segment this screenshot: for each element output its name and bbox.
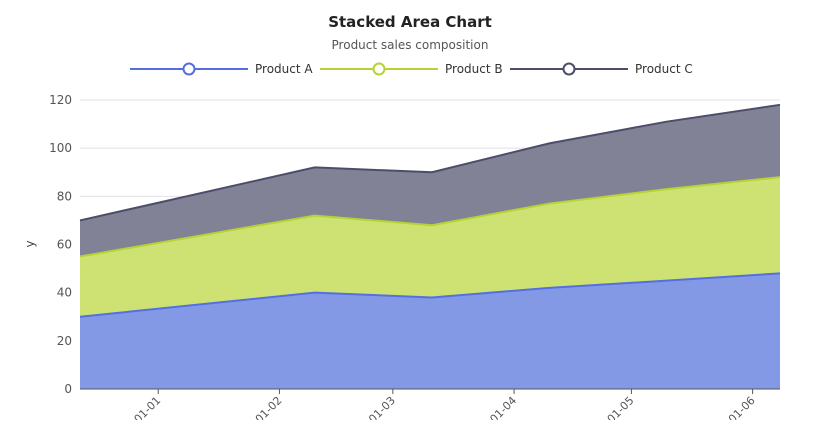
area-product-a xyxy=(80,273,780,389)
legend-item[interactable]: Product C xyxy=(510,62,693,76)
line-product-c xyxy=(79,103,781,222)
y-tick-label: 60 xyxy=(57,238,72,252)
legend-label: Product A xyxy=(255,62,313,76)
legend-marker-icon xyxy=(562,62,576,76)
area-product-b xyxy=(80,177,780,317)
y-tick-label: 40 xyxy=(57,286,72,300)
legend: Product A Product B Product C xyxy=(130,62,693,76)
x-tick-label: 01-02 xyxy=(253,394,285,420)
x-tick-label: 01-03 xyxy=(366,394,398,420)
y-tick-label: 120 xyxy=(49,93,72,107)
y-tick-label: 100 xyxy=(49,141,72,155)
y-tick-label: 80 xyxy=(57,189,72,203)
chart-title: Stacked Area Chart xyxy=(328,13,492,31)
y-tick-label: 20 xyxy=(57,334,72,348)
area-product-c xyxy=(80,104,780,257)
legend-item[interactable]: Product A xyxy=(130,62,313,76)
legend-label: Product B xyxy=(445,62,503,76)
legend-marker-icon xyxy=(372,62,386,76)
y-axis-label: y xyxy=(23,240,37,247)
legend-item[interactable]: Product B xyxy=(320,62,503,76)
x-tick-label: 01-04 xyxy=(487,394,519,420)
legend-marker-icon xyxy=(182,62,196,76)
x-tick-label: 01-06 xyxy=(726,394,758,420)
line-product-a xyxy=(79,272,781,318)
areas xyxy=(79,103,781,389)
x-tick-label: 01-01 xyxy=(132,394,164,420)
y-tick-label: 0 xyxy=(64,382,72,396)
legend-label: Product C xyxy=(635,62,693,76)
x-tick-label: 01-05 xyxy=(605,394,637,420)
chart-subtitle: Product sales composition xyxy=(332,38,489,52)
line-product-b xyxy=(79,176,781,258)
